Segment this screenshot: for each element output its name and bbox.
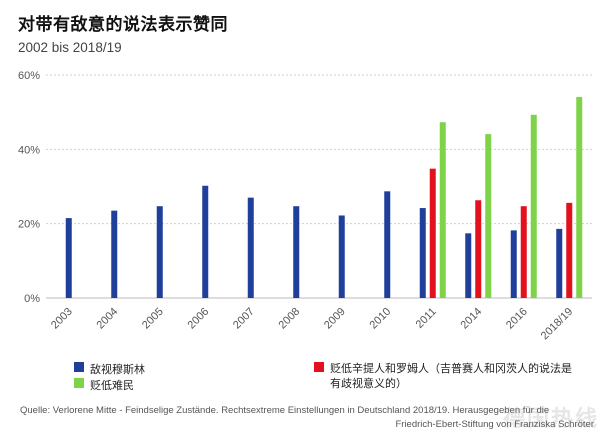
- bar-2014-series-1: [475, 200, 482, 298]
- y-axis-ticks: 0% 20% 40% 60%: [18, 70, 40, 305]
- y-tick-label: 20%: [18, 219, 40, 231]
- legend-item-muslims: 敌视穆斯林: [74, 361, 145, 377]
- bar-chart: 0% 20% 40% 60% 2003 2004 2005 2006 2007 2008 2009…: [18, 70, 592, 343]
- x-axis-ticks: 2003 2004 2005 2006 2007 2008 2009 2010 2011 2014…: [49, 306, 575, 343]
- legend-swatch-green: [74, 378, 84, 388]
- bar-2011-series-1: [429, 168, 436, 298]
- bar-2008-series-0: [293, 206, 300, 298]
- chart-subtitle: 2002 bis 2018/19: [18, 40, 122, 55]
- x-tick-label: 2006: [186, 306, 212, 332]
- bar-2006-series-0: [202, 185, 209, 298]
- bar-2014-series-2: [485, 134, 492, 298]
- x-tick-label: 2004: [95, 306, 121, 332]
- bar-2011-series-0: [419, 208, 426, 298]
- bar-2018-19-series-2: [576, 96, 583, 298]
- legend-swatch-red: [314, 362, 324, 372]
- bar-2016-series-1: [520, 206, 527, 298]
- source-line-1: Quelle: Verlorene Mitte - Feindselige Zu…: [20, 405, 550, 416]
- x-tick-label: 2007: [231, 306, 257, 332]
- bar-2018-19-series-1: [566, 202, 573, 298]
- x-tick-label: 2005: [140, 306, 166, 332]
- bar-2009-series-0: [338, 215, 345, 298]
- x-tick-label: 2008: [277, 306, 303, 332]
- x-tick-label: 2009: [322, 306, 348, 332]
- x-tick-label: 2011: [414, 306, 439, 331]
- bar-2003-series-0: [65, 218, 72, 298]
- source-line-2: Friedrich-Ebert-Stiftung von Franziska S…: [395, 419, 594, 430]
- legend-item-refugees: 贬低难民: [74, 377, 134, 393]
- bar-2016-series-2: [530, 114, 537, 298]
- bar-2016-series-0: [510, 230, 517, 298]
- bar-2014-series-0: [465, 233, 472, 298]
- x-tick-label: 2010: [368, 306, 394, 332]
- x-tick-label: 2014: [459, 306, 485, 332]
- bar-2010-series-0: [384, 191, 391, 298]
- source-note: Quelle: Verlorene Mitte - Feindselige Zu…: [20, 404, 594, 432]
- bars: [65, 96, 583, 299]
- y-tick-label: 0%: [24, 293, 40, 305]
- x-tick-label: 2016: [504, 306, 530, 332]
- y-tick-label: 40%: [18, 144, 40, 156]
- legend-label: 敌视穆斯林: [90, 363, 145, 376]
- gridlines: [46, 74, 592, 299]
- x-tick-label: 2003: [49, 306, 75, 332]
- legend-swatch-blue: [74, 362, 84, 372]
- chart-title: 对带有敌意的说法表示赞同: [18, 15, 228, 35]
- y-tick-label: 60%: [18, 70, 40, 82]
- legend-label: 贬低辛提人和罗姆人（吉普赛人和冈茨人的说法是有歧视意义的）: [330, 362, 572, 390]
- legend-label: 贬低难民: [90, 379, 134, 392]
- bar-2018-19-series-0: [556, 228, 563, 298]
- x-tick-label: 2018/19: [539, 306, 576, 343]
- legend-item-sinti-roma: 贬低辛提人和罗姆人（吉普赛人和冈茨人的说法是有歧视意义的）: [314, 361, 576, 391]
- bar-2011-series-2: [439, 122, 446, 299]
- bar-2004-series-0: [111, 210, 118, 298]
- bar-2005-series-0: [156, 206, 163, 298]
- bar-2007-series-0: [247, 197, 254, 298]
